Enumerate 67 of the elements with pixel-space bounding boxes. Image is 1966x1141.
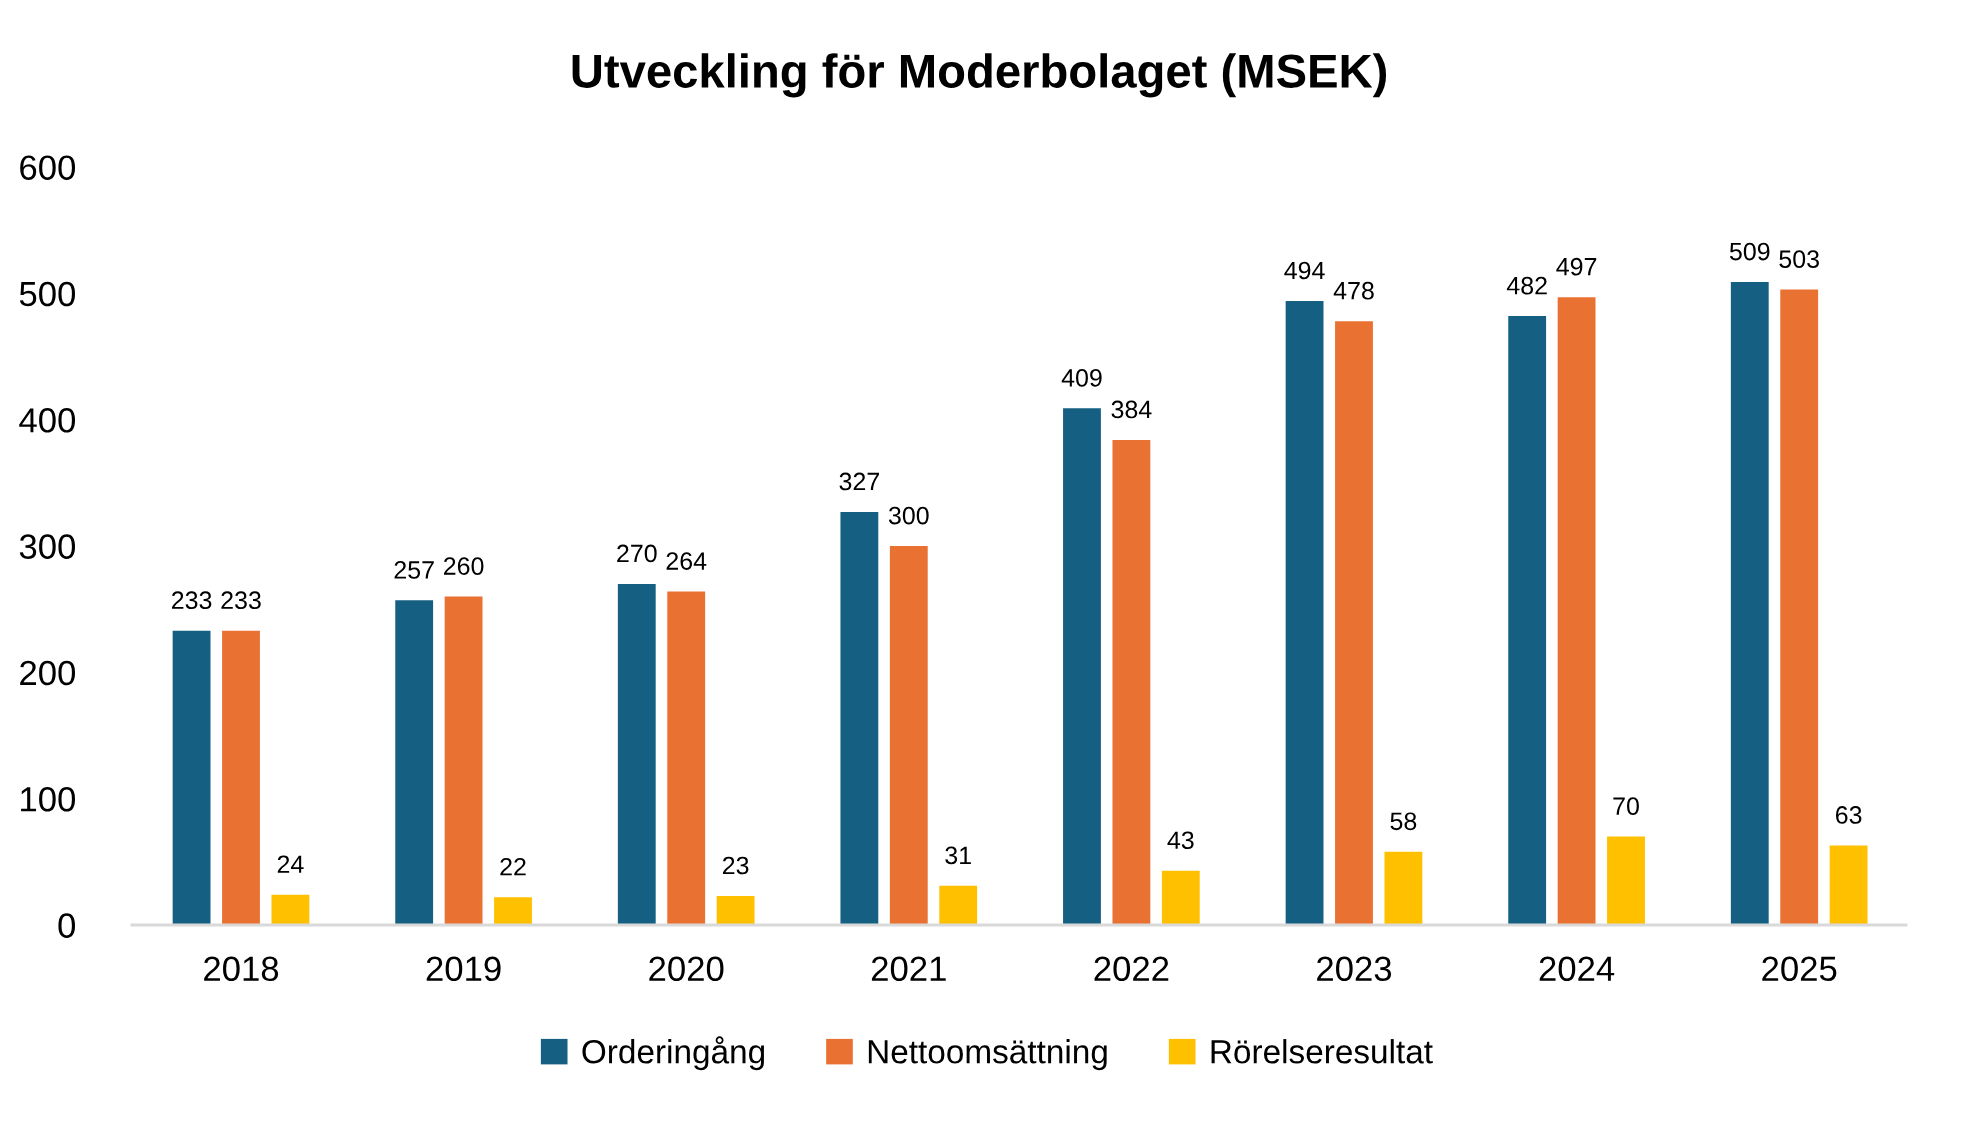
bar [395, 600, 434, 926]
bar [1161, 870, 1200, 926]
bar [667, 591, 706, 926]
y-tick-label: 500 [19, 281, 76, 307]
data-label: 43 [1167, 831, 1194, 850]
data-label: 478 [1333, 281, 1374, 300]
y-tick-label: 300 [19, 534, 76, 559]
data-label: 22 [500, 857, 526, 876]
bar [1063, 408, 1101, 926]
legend-label: Nettoomsättning [868, 1039, 1107, 1071]
bar [1607, 836, 1645, 926]
legend-label: Rörelseresultat [1211, 1039, 1433, 1064]
data-label: 482 [1506, 276, 1547, 295]
y-tick-label: 0 [58, 913, 76, 938]
bar [1780, 289, 1819, 926]
data-label: 257 [394, 561, 434, 579]
x-tick-label: 2018 [204, 956, 279, 982]
bar [1730, 282, 1769, 926]
y-tick-label: 200 [20, 660, 76, 686]
bar [222, 630, 260, 926]
data-label: 497 [1556, 257, 1597, 276]
x-tick-label: 2025 [1762, 956, 1837, 982]
data-label: 503 [1779, 250, 1819, 268]
x-tick-label: 2021 [871, 956, 946, 982]
bar [1508, 316, 1547, 926]
bar [1557, 297, 1596, 926]
y-tick-label: 100 [21, 787, 76, 812]
bar [939, 885, 978, 926]
x-tick-label: 2024 [1539, 956, 1615, 982]
data-label: 270 [617, 544, 657, 563]
data-label: 300 [888, 506, 929, 525]
bar [1112, 439, 1151, 926]
data-label: 260 [444, 557, 484, 575]
bar [444, 596, 483, 926]
data-label: 58 [1390, 812, 1417, 831]
data-label: 233 [221, 591, 261, 610]
data-label: 327 [839, 472, 879, 491]
bar [617, 583, 656, 926]
data-label: 384 [1111, 400, 1152, 419]
x-tick-label: 2020 [649, 956, 724, 982]
bar [172, 630, 211, 926]
y-tick-label: 600 [20, 155, 76, 180]
data-label: 24 [277, 855, 304, 873]
bar [889, 546, 928, 926]
bar [716, 895, 755, 926]
legend-label: Orderingång [582, 1036, 765, 1071]
data-label: 63 [1835, 806, 1862, 824]
bar [271, 894, 310, 926]
chart-title: Utveckling för Moderbolaget (MSEK) [572, 53, 1387, 98]
data-label: 494 [1284, 261, 1325, 280]
data-label: 264 [666, 552, 707, 570]
x-tick-label: 2022 [1094, 956, 1169, 982]
bar [1384, 851, 1423, 926]
bar [1285, 300, 1324, 926]
x-tick-label: 2023 [1317, 956, 1392, 982]
x-tick-label: 2019 [426, 956, 501, 982]
bar [1829, 845, 1868, 926]
bar [1335, 321, 1373, 926]
bar [494, 897, 532, 926]
bar [840, 511, 879, 926]
data-label: 509 [1729, 242, 1770, 261]
data-label: 23 [722, 856, 749, 875]
data-label: 31 [945, 846, 971, 865]
y-tick-label: 400 [19, 408, 76, 433]
data-label: 409 [1061, 369, 1102, 387]
data-label: 70 [1613, 797, 1639, 815]
data-label: 233 [171, 591, 212, 610]
